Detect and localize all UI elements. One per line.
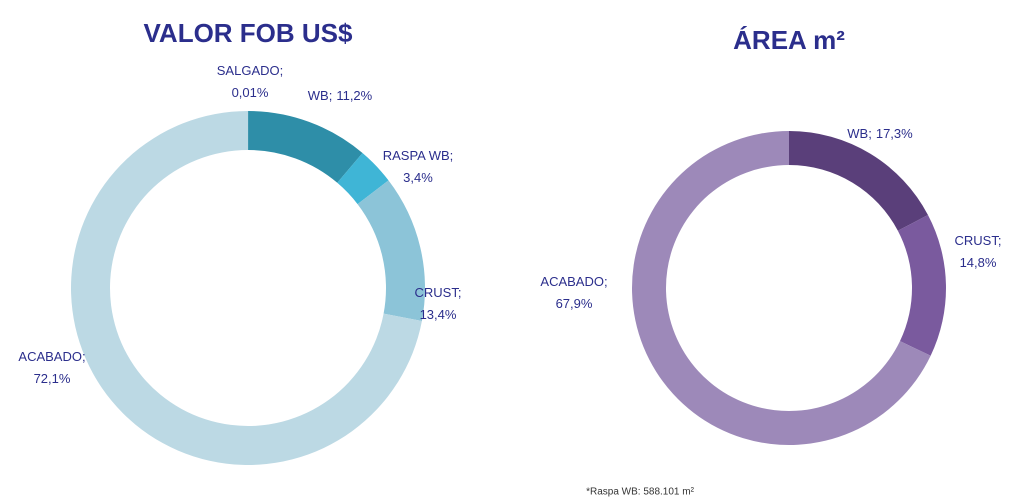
slice-value: 11,2% bbox=[336, 88, 372, 103]
slice-category: CRUST; bbox=[415, 285, 462, 300]
slice-value: 13,4% bbox=[420, 307, 457, 322]
slice-category: SALGADO; bbox=[217, 63, 283, 78]
slice-category: ACABADO; bbox=[18, 349, 85, 364]
donut-slice bbox=[897, 214, 947, 356]
chart-title: ÁREA m² bbox=[733, 25, 845, 55]
slice-label: WB; 17,3% bbox=[847, 126, 913, 141]
slice-value: 72,1% bbox=[34, 371, 71, 386]
slice-label: ACABADO; 72,1% bbox=[18, 349, 85, 386]
donut-slice bbox=[248, 111, 363, 183]
slice-value: 0,01% bbox=[232, 85, 269, 100]
slice-category: WB; bbox=[847, 126, 872, 141]
slice-value: 3,4% bbox=[403, 170, 433, 185]
slice-label: WB; 11,2% bbox=[308, 88, 373, 103]
slice-value: 14,8% bbox=[960, 255, 997, 270]
donut-slice bbox=[789, 131, 928, 231]
slice-category: CRUST; bbox=[955, 233, 1002, 248]
slice-label: CRUST; 14,8% bbox=[955, 233, 1002, 270]
slice-value: 67,9% bbox=[556, 296, 593, 311]
slice-label: SALGADO; 0,01% bbox=[217, 63, 283, 100]
slice-category: WB; bbox=[308, 88, 333, 103]
footnote: *Raspa WB: 588.101 m² bbox=[586, 487, 694, 498]
donut-slice bbox=[337, 153, 389, 205]
slice-label: RASPA WB; 3,4% bbox=[383, 148, 454, 185]
donut-slice bbox=[357, 180, 425, 321]
chart-title: VALOR FOB US$ bbox=[144, 18, 354, 48]
slice-value: 17,3% bbox=[876, 126, 913, 141]
slice-category: ACABADO; bbox=[540, 274, 607, 289]
slice-category: RASPA WB; bbox=[383, 148, 454, 163]
slice-label: CRUST; 13,4% bbox=[415, 285, 462, 322]
slice-label: ACABADO; 67,9% bbox=[540, 274, 607, 311]
